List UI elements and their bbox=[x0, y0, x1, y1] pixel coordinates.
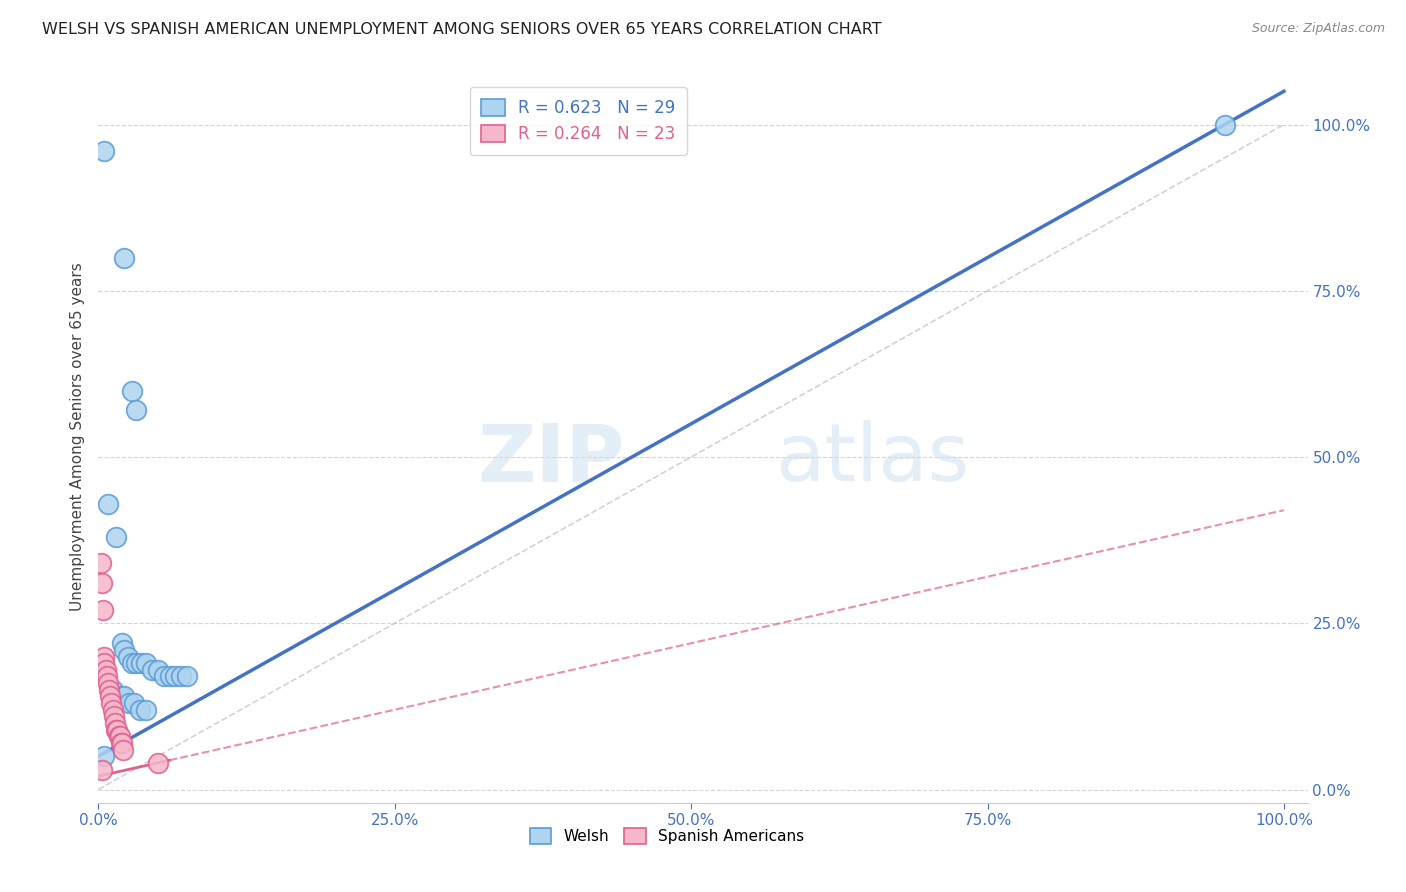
Point bbox=[108, 690, 131, 704]
Point bbox=[93, 649, 115, 664]
Point bbox=[141, 663, 163, 677]
Point bbox=[97, 676, 120, 690]
Point bbox=[176, 669, 198, 683]
Point bbox=[170, 669, 193, 683]
Point bbox=[111, 636, 134, 650]
Point bbox=[125, 656, 148, 670]
Point bbox=[152, 669, 174, 683]
Legend: Welsh, Spanish Americans: Welsh, Spanish Americans bbox=[523, 822, 810, 850]
Point bbox=[91, 763, 114, 777]
Point bbox=[100, 696, 122, 710]
Point bbox=[146, 663, 169, 677]
Point bbox=[93, 749, 115, 764]
Point bbox=[118, 696, 141, 710]
Text: Source: ZipAtlas.com: Source: ZipAtlas.com bbox=[1251, 22, 1385, 36]
Point bbox=[108, 729, 131, 743]
Point bbox=[146, 756, 169, 770]
Y-axis label: Unemployment Among Seniors over 65 years: Unemployment Among Seniors over 65 years bbox=[70, 263, 86, 611]
Point bbox=[135, 656, 157, 670]
Point bbox=[135, 703, 157, 717]
Point bbox=[111, 736, 134, 750]
Point bbox=[101, 703, 124, 717]
Point bbox=[121, 384, 143, 398]
Point bbox=[122, 696, 145, 710]
Point bbox=[96, 669, 118, 683]
Point bbox=[110, 736, 132, 750]
Point bbox=[105, 723, 128, 737]
Point bbox=[98, 682, 121, 697]
Point bbox=[101, 682, 124, 697]
Text: ZIP: ZIP bbox=[477, 420, 624, 498]
Point bbox=[91, 603, 114, 617]
Point bbox=[98, 690, 121, 704]
Point bbox=[112, 742, 135, 756]
Point bbox=[93, 656, 115, 670]
Point bbox=[90, 557, 112, 571]
Point bbox=[93, 144, 115, 158]
Point bbox=[114, 251, 136, 265]
Point bbox=[104, 716, 127, 731]
Text: atlas: atlas bbox=[776, 420, 970, 498]
Point bbox=[91, 576, 114, 591]
Point bbox=[103, 709, 125, 723]
Point bbox=[97, 497, 120, 511]
Point bbox=[165, 669, 187, 683]
Point bbox=[159, 669, 181, 683]
Point bbox=[121, 656, 143, 670]
Point bbox=[1213, 118, 1236, 132]
Point bbox=[129, 703, 152, 717]
Point bbox=[105, 530, 128, 544]
Point bbox=[117, 649, 139, 664]
Point bbox=[107, 729, 129, 743]
Point bbox=[94, 663, 117, 677]
Point bbox=[105, 723, 128, 737]
Text: WELSH VS SPANISH AMERICAN UNEMPLOYMENT AMONG SENIORS OVER 65 YEARS CORRELATION C: WELSH VS SPANISH AMERICAN UNEMPLOYMENT A… bbox=[42, 22, 882, 37]
Point bbox=[114, 643, 136, 657]
Point bbox=[114, 690, 136, 704]
Point bbox=[129, 656, 152, 670]
Point bbox=[125, 403, 148, 417]
